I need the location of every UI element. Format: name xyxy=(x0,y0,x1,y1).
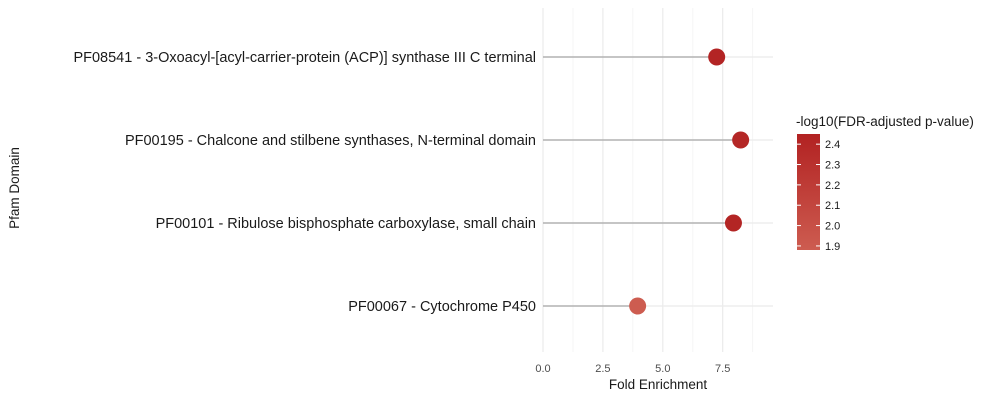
x-tick-label: 0.0 xyxy=(535,363,550,375)
x-tick-label: 2.5 xyxy=(595,363,610,375)
x-axis-tick-labels: 0.0 2.5 5.0 7.5 xyxy=(535,363,730,375)
category-label: PF08541 - 3-Oxoacyl-[acyl-carrier-protei… xyxy=(73,50,536,66)
category-label: PF00101 - Ribulose bisphosphate carboxyl… xyxy=(156,216,536,232)
legend-tick-label: 2.4 xyxy=(825,139,840,151)
legend-tick-label: 2.0 xyxy=(825,221,840,233)
y-axis-category-labels: PF08541 - 3-Oxoacyl-[acyl-carrier-protei… xyxy=(73,50,536,315)
legend-tick-label: 1.9 xyxy=(825,241,840,253)
legend-color-bar xyxy=(797,134,820,250)
x-axis-title: Fold Enrichment xyxy=(609,377,708,392)
legend-tick-label: 2.1 xyxy=(825,200,840,212)
legend-title: -log10(FDR-adjusted p-value) xyxy=(796,114,974,129)
lollipop-point xyxy=(708,48,726,66)
y-axis-title: Pfam Domain xyxy=(7,147,22,229)
color-legend: -log10(FDR-adjusted p-value) 1.9 2.0 2.1 2.… xyxy=(796,114,974,253)
lollipop-point xyxy=(732,131,750,149)
category-label: PF00195 - Chalcone and stilbene synthase… xyxy=(125,133,536,149)
x-tick-label: 7.5 xyxy=(715,363,730,375)
category-label: PF00067 - Cytochrome P450 xyxy=(348,299,536,315)
lollipop-point xyxy=(724,214,742,232)
lollipop-point xyxy=(629,297,647,315)
legend-tick-label: 2.3 xyxy=(825,160,840,172)
grid-lines xyxy=(542,8,773,352)
legend-ticks: 1.9 2.0 2.1 2.2 2.3 2.4 xyxy=(797,139,840,253)
lollipop-stems xyxy=(543,56,741,307)
legend-tick-label: 2.2 xyxy=(825,180,840,192)
x-tick-label: 5.0 xyxy=(655,363,670,375)
lollipop-points xyxy=(629,48,750,315)
